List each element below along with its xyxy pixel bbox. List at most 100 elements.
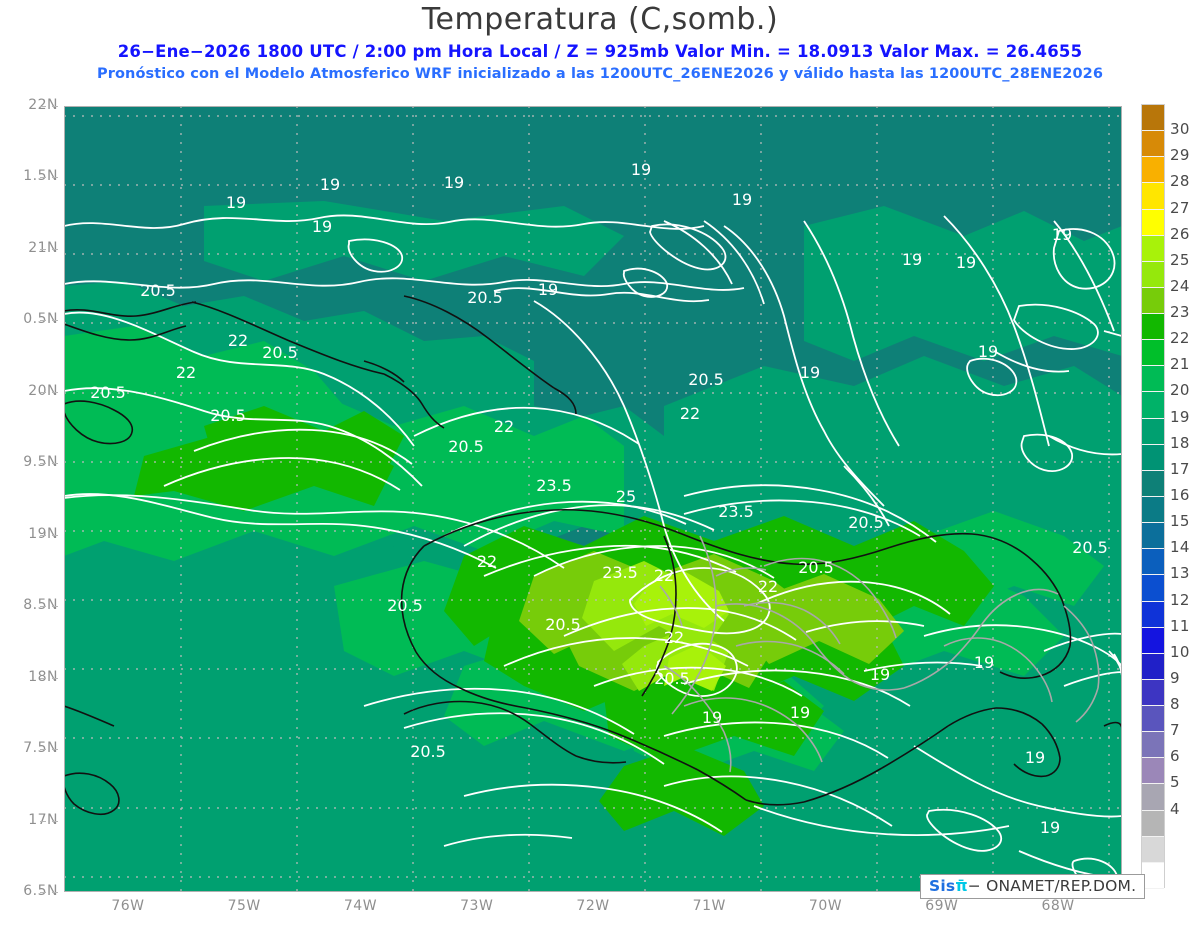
x-axis-tick-label: 70W — [808, 898, 843, 914]
contour-label: 20.5 — [262, 343, 298, 362]
x-axis-tick-label: 75W — [227, 898, 261, 914]
colorbar-swatch — [1142, 784, 1164, 811]
colorbar-tick-label: 14 — [1170, 538, 1190, 557]
colorbar-tick-label: 25 — [1170, 250, 1190, 269]
y-axis-tick-label: 20N — [28, 382, 58, 399]
contour-label: 22 — [758, 577, 778, 596]
x-axis-tick-label: 73W — [460, 898, 494, 914]
colorbar-swatch — [1142, 810, 1164, 837]
colorbar-swatch — [1142, 131, 1164, 158]
colorbar-swatch — [1142, 732, 1164, 759]
y-axis: 22N 1.5N 21N 0.5N 20N 9.5N 19N 8.5N 18N 7.5N 17N 6.… — [0, 0, 64, 927]
logo-pi-icon: π̄ — [955, 877, 968, 895]
coastlines — [64, 295, 1122, 816]
admin-boundaries — [659, 535, 1100, 773]
colorbar-tick-label: 20 — [1170, 381, 1190, 400]
y-axis-tick-label: 6.5N — [23, 883, 58, 899]
y-axis-tick-mark — [52, 534, 58, 536]
colorbar-swatch — [1142, 340, 1164, 367]
colorbar-swatch — [1142, 314, 1164, 341]
colorbar-swatch — [1142, 392, 1164, 419]
colorbar-tick-label: 24 — [1170, 276, 1190, 295]
contour-label: 20.5 — [387, 596, 423, 615]
y-axis-tick-mark — [52, 320, 58, 322]
contour-label: 20.5 — [410, 742, 446, 761]
model-description-line: Pronóstico con el Modelo Atmosferico WRF… — [96, 66, 1104, 82]
x-axis-tick-label: 72W — [576, 898, 610, 914]
y-axis-tick-mark — [40, 892, 46, 893]
y-axis-tick-label: 9.5N — [23, 454, 58, 471]
contour-label: 22 — [494, 417, 514, 436]
shading-band-22-e — [134, 436, 394, 511]
colorbar-tick-label: 23 — [1170, 303, 1190, 322]
logo-agency-text: − ONAMET/REP.DOM. — [967, 877, 1137, 895]
colorbar-tick-label: 27 — [1170, 198, 1190, 217]
colorbar-swatch — [1142, 601, 1164, 628]
y-axis-tick-mark — [52, 820, 58, 822]
y-axis-tick-mark — [52, 391, 58, 393]
colorbar-tick-label: 7 — [1170, 721, 1180, 740]
contour-label: 20.5 — [210, 406, 246, 425]
contour-label: 19 — [974, 653, 994, 672]
y-axis-tick-mark — [40, 177, 46, 179]
contour-label: 23.5 — [602, 563, 638, 582]
colorbar-tick-label: 17 — [1170, 459, 1190, 478]
colorbar-tick-label: 12 — [1170, 590, 1190, 609]
colorbar-swatch — [1142, 209, 1164, 236]
contour-label: 20.5 — [545, 615, 581, 634]
contour-label: 20.5 — [90, 383, 126, 402]
forecast-meta-line: 26−Ene−2026 1800 UTC / 2:00 pm Hora Loca… — [117, 42, 1083, 61]
y-axis-tick-mark — [40, 749, 46, 751]
shading-band-25 — [634, 571, 729, 628]
contour-label: 19 — [538, 280, 558, 299]
contour-label: 19 — [870, 665, 890, 684]
contour-label: 19 — [320, 175, 340, 194]
y-axis-tick-mark — [40, 463, 46, 465]
colorbar-tick-label: 8 — [1170, 695, 1180, 714]
colorbar[interactable] — [1141, 104, 1165, 889]
y-axis-tick-mark — [40, 391, 46, 393]
colorbar-swatch — [1142, 418, 1164, 445]
colorbar-tick-label: 30 — [1170, 120, 1190, 139]
y-axis-tick-mark — [52, 677, 58, 679]
shading-band-22-f — [599, 746, 764, 836]
contour-label: 20.5 — [848, 513, 884, 532]
colorbar-swatch — [1142, 157, 1164, 184]
colorbar-swatch — [1142, 706, 1164, 733]
contour-label: 20.5 — [798, 558, 834, 577]
colorbar-swatch — [1142, 183, 1164, 210]
colorbar-swatch — [1142, 497, 1164, 524]
x-axis-tick-label: 71W — [692, 898, 726, 914]
contour-lines — [64, 214, 1122, 891]
colorbar-swatch — [1142, 523, 1164, 550]
colorbar-swatch — [1142, 653, 1164, 680]
colorbar-tick-label: 9 — [1170, 668, 1180, 687]
colorbar-tick-label: 19 — [1170, 407, 1190, 426]
colorbar-tick-label: 13 — [1170, 564, 1190, 583]
contour-label: 20.5 — [688, 370, 724, 389]
contour-label: 22 — [477, 552, 497, 571]
contour-label: 23.5 — [718, 502, 754, 521]
colorbar-swatch — [1142, 549, 1164, 576]
contour-label: 19 — [312, 217, 332, 236]
colorbar-tick-label: 28 — [1170, 172, 1190, 191]
colorbar-swatch — [1142, 627, 1164, 654]
shading-band-20-d — [804, 206, 1122, 361]
colorbar-tick-label: 4 — [1170, 799, 1180, 818]
colorbar-tick-label: 6 — [1170, 747, 1180, 766]
colorbar-tick-label: 29 — [1170, 146, 1190, 165]
contour-label: 22 — [664, 628, 684, 647]
shading-band-22-c — [604, 676, 824, 761]
colorbar-swatch — [1142, 758, 1164, 785]
map-plot-area[interactable]: 19 19 19 19 19 19 19 19 19 19 19 19 19 19 19 19 19 19 20.5… — [64, 106, 1122, 892]
contour-label: 20.5 — [448, 437, 484, 456]
shading-band-20-e — [204, 201, 624, 281]
contour-label: 19 — [1052, 225, 1072, 244]
contour-label: 19 — [631, 160, 651, 179]
x-axis-tick-label: 69W — [925, 898, 959, 914]
contour-label: 20.5 — [654, 669, 690, 688]
y-axis-tick-mark — [40, 106, 46, 107]
colorbar-swatch — [1142, 470, 1164, 497]
colorbar-tick-label: 21 — [1170, 355, 1190, 374]
